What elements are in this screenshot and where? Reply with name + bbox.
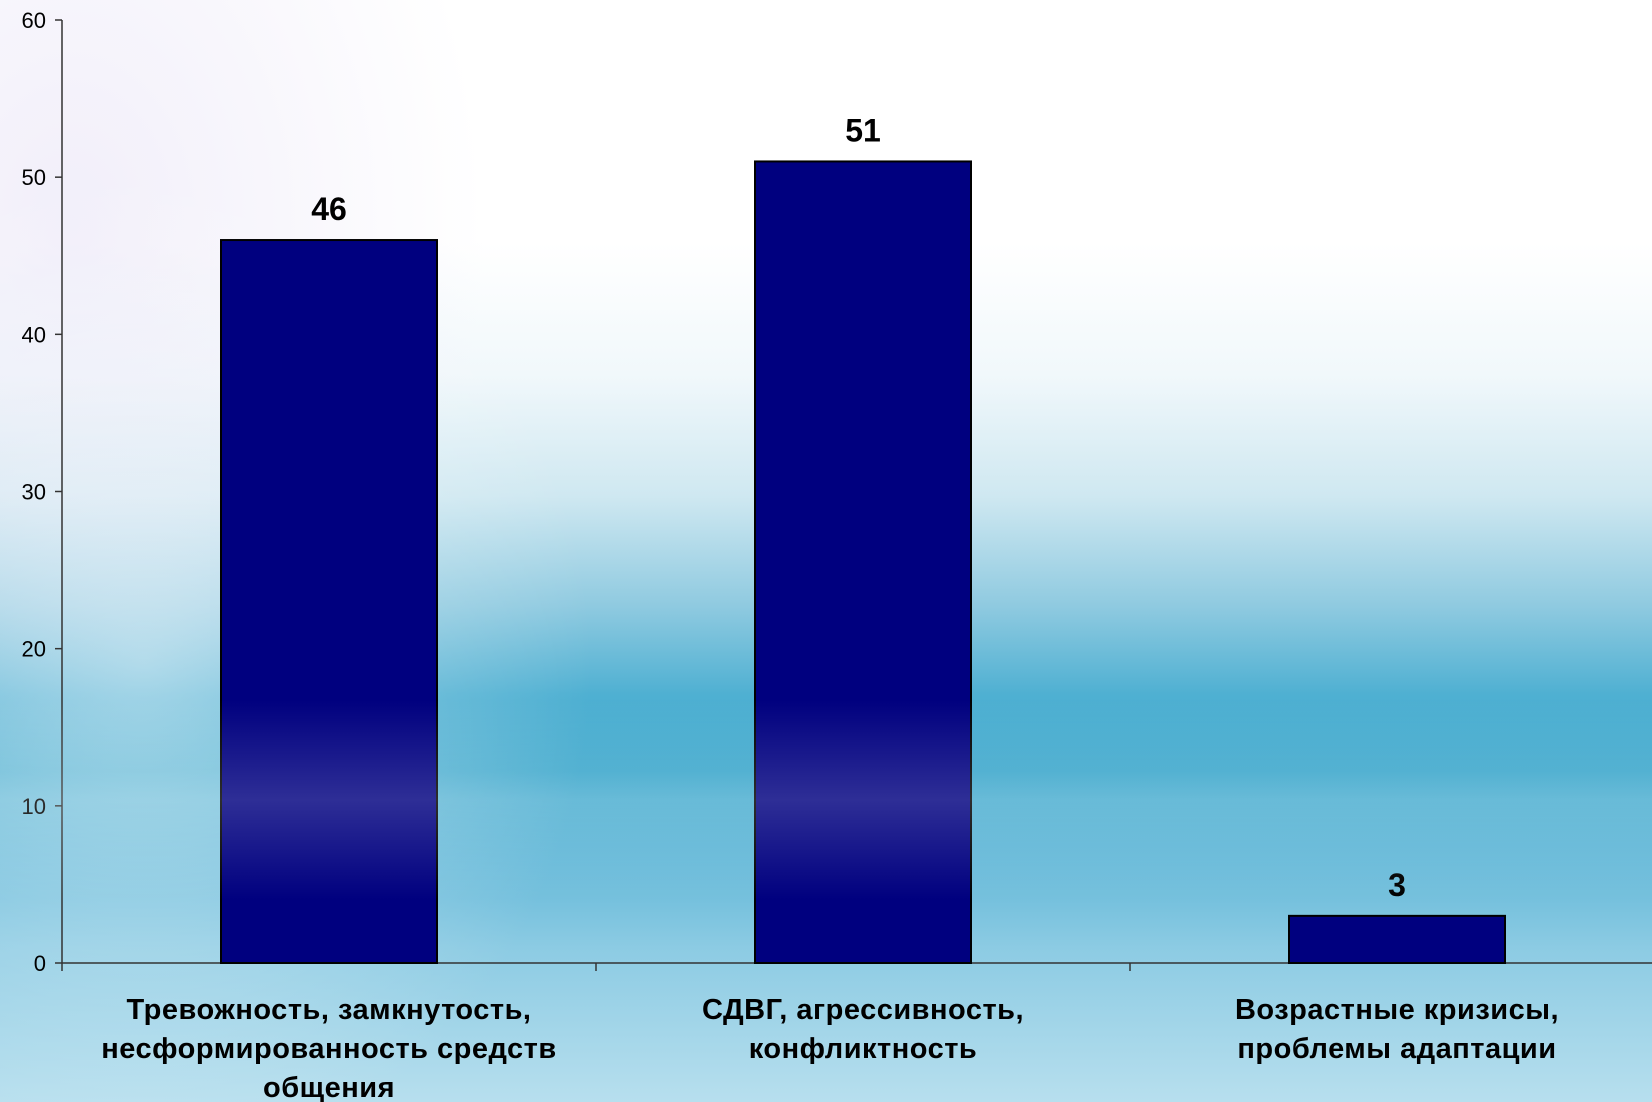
data-labels: 46 51 3 xyxy=(311,112,1406,902)
x-category-label-3: Возрастные кризисы, проблемы адаптации xyxy=(1234,994,1560,1065)
bars xyxy=(220,160,1506,965)
y-tick-label: 10 xyxy=(22,794,46,819)
y-tick-label: 50 xyxy=(22,165,46,190)
y-axis: 0 10 20 30 40 50 60 xyxy=(22,8,63,976)
data-label-3: 3 xyxy=(1388,867,1406,903)
bar-2 xyxy=(754,160,972,964)
y-tick-label: 40 xyxy=(22,322,46,347)
data-label-1: 46 xyxy=(311,191,347,227)
y-tick-label: 20 xyxy=(22,637,46,662)
y-tick-label: 0 xyxy=(34,951,46,976)
x-category-label-1: Тревожность, замкнутость, несформированн… xyxy=(101,994,557,1102)
data-label-2: 51 xyxy=(845,112,881,148)
bar-1 xyxy=(220,239,438,965)
x-category-label-2: СДВГ, агрессивность, конфликтность xyxy=(701,994,1025,1065)
y-tick-label: 60 xyxy=(22,8,46,33)
bar-3 xyxy=(1288,914,1506,964)
y-tick-label: 30 xyxy=(22,480,46,505)
x-axis xyxy=(61,962,1652,971)
